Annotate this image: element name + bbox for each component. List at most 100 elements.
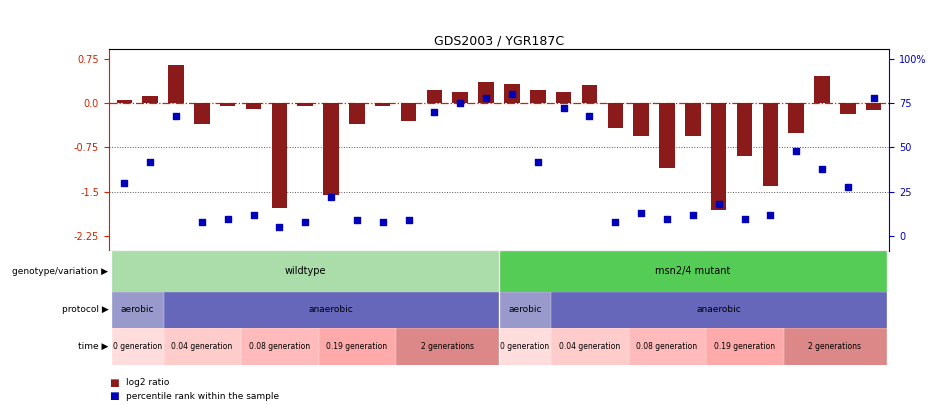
Point (737, 215, 752, 222)
Bar (272, 103, 287, 209)
Point (376, 219, 391, 225)
Point (298, 219, 313, 225)
Text: percentile rank within the sample: percentile rank within the sample (126, 392, 279, 401)
Point (324, 194, 339, 200)
Bar (143, 96, 158, 103)
Bar (479, 82, 494, 103)
Bar (349, 103, 364, 124)
Bar (375, 103, 391, 106)
Bar (452, 92, 468, 103)
Point (453, 100, 468, 107)
Bar (241, 328, 318, 364)
Text: 0.19 generation: 0.19 generation (326, 342, 388, 351)
Bar (324, 103, 339, 195)
Bar (552, 292, 886, 328)
Bar (685, 103, 701, 136)
Bar (659, 103, 674, 168)
Bar (319, 328, 395, 364)
Point (582, 112, 597, 119)
Bar (707, 328, 782, 364)
Bar (737, 103, 752, 156)
Text: genotype/variation ▶: genotype/variation ▶ (12, 267, 108, 276)
Text: 0.08 generation: 0.08 generation (249, 342, 310, 351)
Point (789, 148, 804, 154)
Point (349, 217, 364, 224)
Text: wildtype: wildtype (285, 266, 326, 276)
Text: aerobic: aerobic (508, 305, 542, 314)
Point (272, 224, 287, 231)
Point (168, 112, 184, 119)
Text: 0.08 generation: 0.08 generation (637, 342, 697, 351)
Bar (246, 103, 261, 109)
Bar (219, 103, 236, 106)
Bar (116, 100, 132, 103)
Bar (607, 103, 623, 128)
Point (867, 94, 882, 101)
Point (840, 183, 855, 190)
Point (504, 91, 519, 98)
Point (659, 215, 674, 222)
Bar (499, 251, 886, 292)
Bar (530, 90, 546, 103)
Point (711, 201, 727, 208)
Text: log2 ratio: log2 ratio (126, 378, 169, 387)
Point (634, 210, 649, 216)
Point (116, 180, 131, 186)
Bar (711, 103, 727, 210)
Bar (840, 103, 855, 114)
Bar (634, 103, 649, 136)
Bar (784, 328, 886, 364)
Text: aerobic: aerobic (120, 305, 154, 314)
Point (220, 215, 236, 222)
Point (401, 217, 416, 224)
Point (143, 158, 158, 165)
Text: anaerobic: anaerobic (308, 305, 354, 314)
Bar (112, 292, 163, 328)
Text: 2 generations: 2 generations (809, 342, 862, 351)
Text: 2 generations: 2 generations (421, 342, 474, 351)
Bar (815, 77, 830, 103)
Point (194, 219, 209, 225)
Bar (556, 92, 571, 103)
Bar (788, 103, 804, 133)
Point (762, 212, 778, 218)
Point (685, 212, 700, 218)
Point (427, 109, 442, 115)
Text: msn2/4 mutant: msn2/4 mutant (656, 266, 730, 276)
Point (246, 212, 261, 218)
Text: 0.04 generation: 0.04 generation (171, 342, 233, 351)
Text: 0 generation: 0 generation (113, 342, 162, 351)
Bar (504, 84, 519, 103)
Bar (297, 103, 313, 106)
Point (607, 219, 622, 225)
Text: 0 generation: 0 generation (500, 342, 550, 351)
Text: anaerobic: anaerobic (696, 305, 741, 314)
Bar (396, 328, 499, 364)
Bar (194, 103, 210, 124)
Bar (112, 328, 163, 364)
Point (479, 94, 494, 101)
Text: ■: ■ (109, 391, 118, 401)
Point (815, 166, 830, 172)
Point (556, 105, 571, 112)
Title: GDS2003 / YGR187C: GDS2003 / YGR187C (434, 34, 564, 47)
Bar (866, 103, 882, 110)
Text: 0.04 generation: 0.04 generation (559, 342, 620, 351)
Bar (499, 328, 551, 364)
Bar (552, 328, 628, 364)
Bar (164, 328, 240, 364)
Bar (168, 64, 184, 103)
Text: 0.19 generation: 0.19 generation (714, 342, 775, 351)
Text: time ▶: time ▶ (78, 342, 108, 351)
Bar (582, 85, 597, 103)
Bar (762, 103, 779, 186)
Bar (427, 90, 442, 103)
Bar (401, 103, 416, 121)
Point (530, 158, 545, 165)
Text: ■: ■ (109, 378, 118, 388)
Text: protocol ▶: protocol ▶ (61, 305, 108, 314)
Bar (164, 292, 499, 328)
Bar (499, 292, 551, 328)
Bar (629, 328, 705, 364)
Bar (112, 251, 499, 292)
